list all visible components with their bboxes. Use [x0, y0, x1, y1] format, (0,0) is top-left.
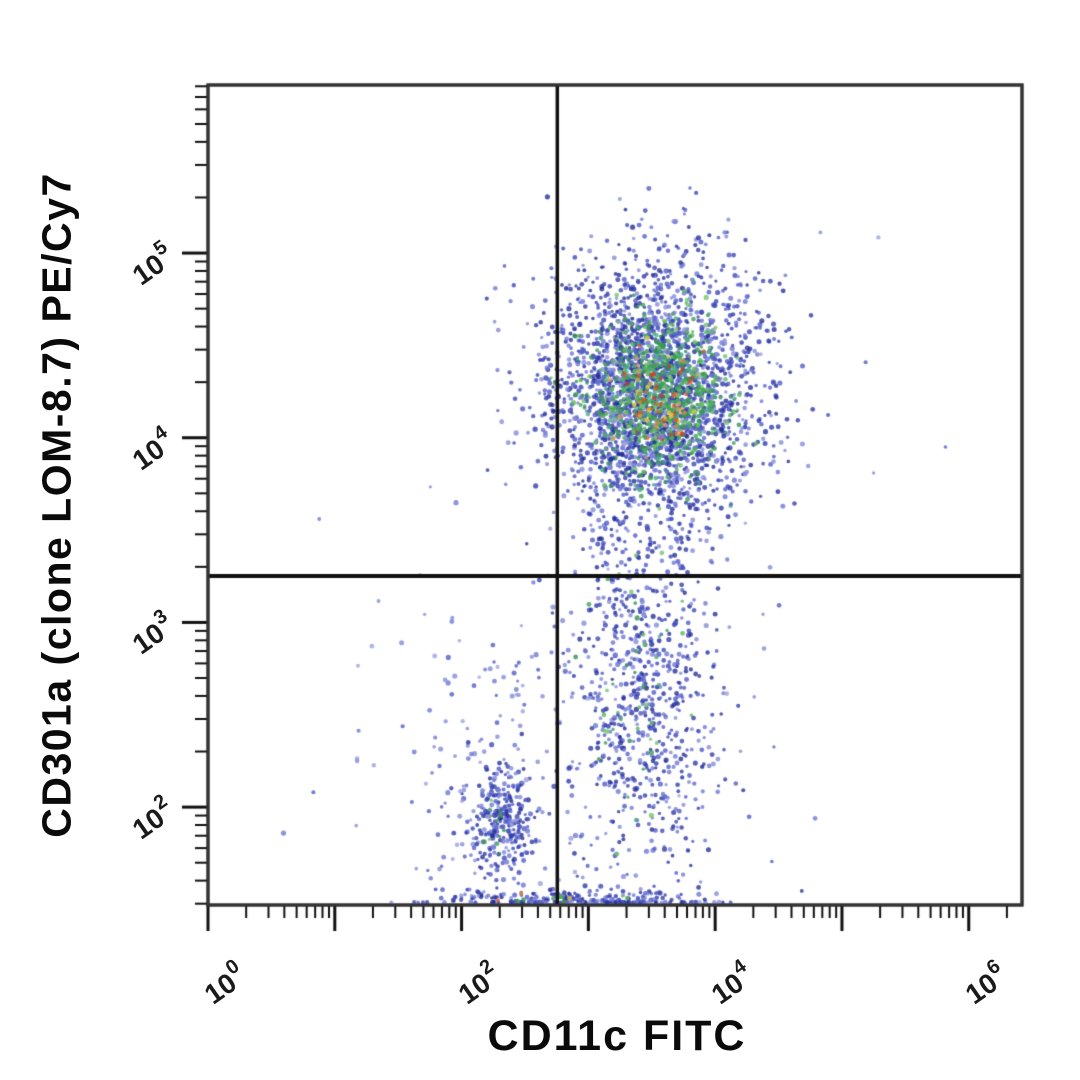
- x-axis-title: CD11c FITC: [487, 1012, 747, 1060]
- y-axis-title: CD301a (clone LOM-8.7) PE/Cy7: [33, 172, 80, 838]
